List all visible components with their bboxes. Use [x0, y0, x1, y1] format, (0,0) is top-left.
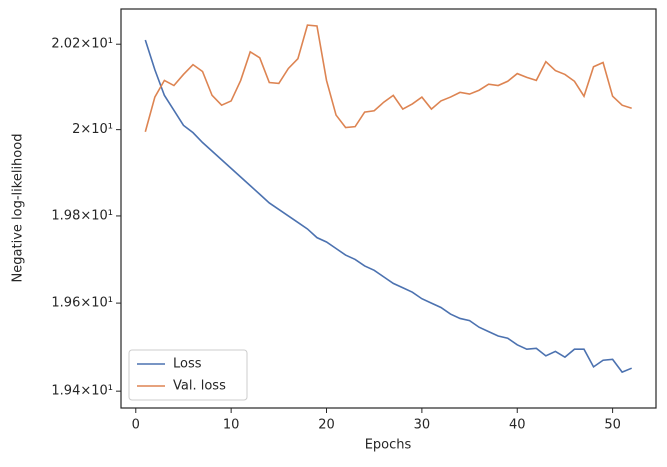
- x-tick-label: 50: [604, 418, 621, 433]
- y-tick-label: 1.98×10¹: [51, 208, 113, 223]
- y-axis-label: Negative log-likelihood: [11, 134, 26, 283]
- y-tick-label: 1.96×10¹: [51, 296, 113, 311]
- data-line: [144, 24, 632, 132]
- y-tick-label: 2.02×10¹: [51, 37, 113, 52]
- legend-label: Loss: [173, 357, 202, 372]
- data-line: [144, 39, 632, 374]
- y-tick-label: 2×10¹: [72, 122, 113, 137]
- x-tick-label: 30: [414, 418, 431, 433]
- plot-frame: [120, 8, 657, 409]
- x-tick-label: 10: [223, 418, 240, 433]
- x-tick-label: 40: [509, 418, 526, 433]
- x-tick-label: 0: [132, 418, 140, 433]
- y-tick-label: 1.94×10¹: [51, 384, 113, 399]
- x-tick-label: 20: [318, 418, 335, 433]
- legend-label: Val. loss: [173, 379, 226, 394]
- x-axis-label: Epochs: [365, 438, 412, 453]
- legend-box: [128, 349, 248, 401]
